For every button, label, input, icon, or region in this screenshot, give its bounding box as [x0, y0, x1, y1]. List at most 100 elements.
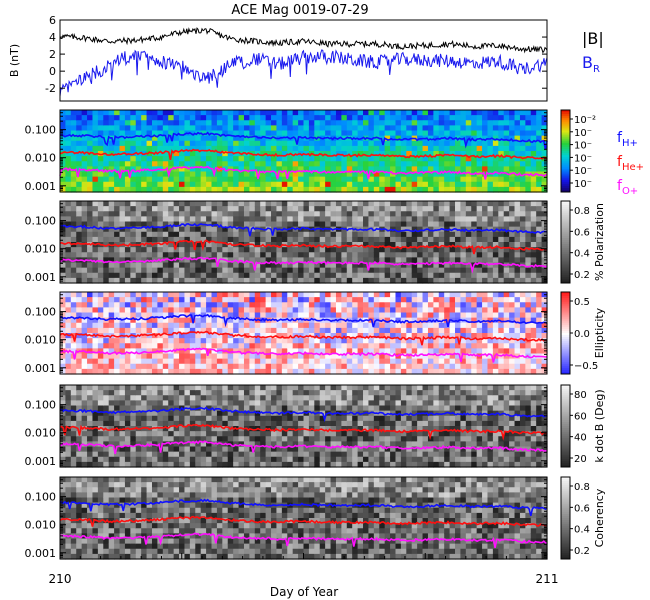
ellipticity-heatmap-cell: [417, 307, 424, 314]
polarization-heatmap-cell: [438, 247, 445, 253]
kdotb-heatmap-cell: [103, 410, 110, 417]
power-heatmap-cell: [487, 166, 494, 173]
polarization-heatmap-cell: [119, 206, 126, 212]
ellipticity-heatmap-cell: [87, 307, 94, 314]
ellipticity-heatmap-cell: [227, 307, 234, 314]
ellipticity-heatmap-cell: [276, 338, 283, 344]
polarization-heatmap-cell: [184, 247, 191, 253]
polarization-heatmap-cell: [373, 236, 380, 243]
ellipticity-heatmap-cell: [487, 307, 494, 314]
kdotb-heatmap-cell: [92, 415, 99, 422]
polarization-heatmap-cell: [135, 267, 142, 274]
power-heatmap-cell: [216, 120, 223, 126]
ellipticity-heatmap-cell: [530, 327, 537, 334]
power-heatmap-cell: [373, 166, 380, 173]
ellipticity-heatmap-cell: [530, 363, 537, 370]
ellipticity-heatmap-cell: [530, 343, 537, 349]
power-heatmap-cell: [276, 130, 283, 137]
ellipticity-heatmap-cell: [303, 327, 310, 334]
ellipticity-heatmap-cell: [151, 307, 158, 314]
ellipticity-heatmap-cell: [146, 348, 153, 355]
ellipticity-heatmap-cell: [519, 307, 526, 314]
kdotb-heatmap-cell: [151, 415, 158, 422]
power-heatmap-cell: [427, 115, 434, 121]
ellipticity-heatmap-cell: [276, 353, 283, 360]
power-heatmap-cell: [271, 140, 278, 147]
kdotb-heatmap-cell: [114, 390, 121, 396]
polarization-heatmap-cell: [162, 252, 169, 258]
ellipticity-heatmap-cell: [514, 292, 521, 298]
ellipticity-heatmap-cell: [265, 368, 272, 375]
ellipticity-heatmap-cell: [427, 348, 434, 355]
ellipticity-heatmap-cell: [422, 363, 429, 370]
ellipticity-heatmap-cell: [238, 338, 245, 344]
ellipticity-heatmap-cell: [130, 317, 137, 324]
power-heatmap-cell: [460, 181, 467, 188]
ellipticity-heatmap-cell: [298, 297, 305, 303]
ellipticity-heatmap-cell: [530, 348, 537, 355]
power-heatmap-cell: [97, 110, 104, 116]
ellipticity-heatmap-cell: [265, 358, 272, 365]
power-heatmap-cell: [97, 145, 104, 152]
polarization-heatmap-cell: [87, 231, 94, 238]
power-heatmap-cell: [530, 130, 537, 137]
polarization-heatmap-cell: [179, 216, 186, 223]
kdotb-heatmap-cell: [119, 456, 126, 463]
power-heatmap-cell: [276, 125, 283, 132]
power-heatmap-cell: [173, 171, 180, 178]
ellipticity-heatmap-cell: [519, 312, 526, 319]
ellipticity-heatmap-cell: [400, 317, 407, 324]
polarization-heatmap-cell: [525, 257, 532, 264]
ellipticity-heatmap-cell: [325, 368, 332, 375]
ellipticity-colorbar-segment: [561, 300, 570, 303]
kdotb-heatmap-cell: [65, 405, 72, 412]
power-heatmap-cell: [189, 181, 196, 188]
polarization-heatmap-cell: [368, 226, 375, 233]
power-heatmap-cell: [271, 120, 278, 126]
kdotb-heatmap-cell: [87, 415, 94, 422]
power-heatmap-cell: [465, 176, 472, 183]
polarization-heatmap-cell: [103, 262, 110, 269]
polarization-heatmap-cell: [287, 221, 294, 228]
ellipticity-heatmap-cell: [341, 353, 348, 360]
power-heatmap-cell: [325, 176, 332, 183]
ellipticity-heatmap-cell: [97, 302, 104, 308]
ellipticity-heatmap-cell: [373, 358, 380, 365]
power-heatmap-cell: [81, 145, 88, 152]
kdotb-heatmap-cell: [119, 446, 126, 453]
power-heatmap-cell: [346, 166, 353, 173]
power-heatmap-cell: [130, 145, 137, 152]
ellipticity-heatmap-cell: [368, 363, 375, 370]
polarization-heatmap-cell: [249, 272, 256, 279]
ellipticity-heatmap-cell: [254, 348, 261, 355]
polarization-heatmap-cell: [162, 277, 169, 284]
ellipticity-heatmap-cell: [216, 312, 223, 319]
ellipticity-heatmap-cell: [168, 297, 175, 303]
ellipticity-heatmap-cell: [314, 358, 321, 365]
ellipticity-heatmap-cell: [65, 297, 72, 303]
ellipticity-heatmap-cell: [276, 307, 283, 314]
ellipticity-heatmap-cell: [265, 302, 272, 308]
polarization-heatmap-cell: [276, 247, 283, 253]
power-heatmap-cell: [243, 125, 250, 132]
polarization-heatmap-cell: [373, 211, 380, 217]
ellipticity-heatmap-cell: [444, 348, 451, 355]
power-heatmap-cell: [151, 166, 158, 173]
ellipticity-heatmap-cell: [438, 353, 445, 360]
power-heatmap-cell: [249, 161, 256, 167]
power-colorbar-segment: [561, 165, 570, 168]
ellipticity-heatmap-cell: [81, 333, 88, 339]
kdotb-heatmap-cell: [114, 420, 121, 427]
polarization-heatmap-cell: [281, 252, 288, 258]
polarization-heatmap-cell: [373, 267, 380, 274]
polarization-heatmap-cell: [541, 221, 548, 228]
ellipticity-heatmap-cell: [390, 297, 397, 303]
power-heatmap-cell: [330, 140, 337, 147]
power-heatmap-cell: [179, 181, 186, 188]
power-heatmap-cell: [368, 125, 375, 132]
ellipticity-heatmap-cell: [411, 307, 418, 314]
polarization-heatmap-cell: [525, 267, 532, 274]
polarization-heatmap-cell: [503, 247, 510, 253]
power-heatmap-cell: [536, 130, 543, 137]
ellipticity-heatmap-cell: [281, 302, 288, 308]
